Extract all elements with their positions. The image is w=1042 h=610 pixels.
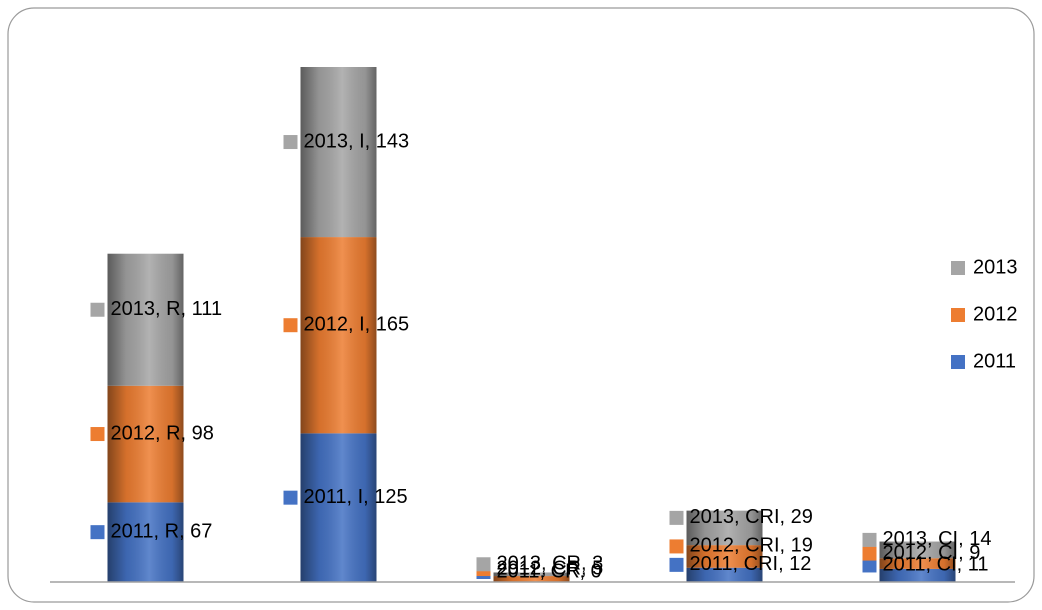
chart-frame — [7, 7, 1035, 603]
legend-label: 2011 — [973, 350, 1016, 372]
label-marker — [90, 302, 105, 317]
bar-shade — [686, 545, 763, 568]
data-label: 2011, CR, 0 — [497, 560, 602, 582]
bar-shade — [493, 576, 570, 582]
data-label: 2011, CRI, 12 — [690, 553, 812, 575]
label-marker — [283, 318, 298, 333]
legend: 2011 2012 2013 — [951, 256, 1018, 372]
data-labels: 2011, R, 67 2012, R, 98 2013, R, 111 2011, … — [90, 130, 992, 582]
bar-shade — [879, 568, 956, 582]
bar-shade — [300, 237, 377, 434]
data-label: 2011, CI, 11 — [883, 554, 989, 576]
legend-marker — [951, 308, 965, 322]
legend-label: 2012 — [973, 303, 1018, 325]
data-label: 2012, CI, 9 — [883, 542, 981, 564]
bar-shade — [493, 572, 570, 577]
label-marker — [669, 510, 684, 525]
data-label: 2013, I, 143 — [304, 130, 410, 152]
legend-label: 2013 — [973, 256, 1018, 278]
label-marker — [862, 532, 877, 547]
data-label: 2012, R, 98 — [111, 422, 214, 444]
label-marker — [90, 525, 105, 540]
label-marker — [283, 490, 298, 505]
data-label: 2011, I, 125 — [304, 486, 408, 508]
data-label: 2011, R, 67 — [111, 520, 213, 542]
legend-marker — [951, 355, 965, 369]
label-marker — [283, 135, 298, 150]
data-label: 2013, R, 111 — [111, 298, 223, 320]
data-label: 2012, CRI, 19 — [690, 535, 813, 557]
label-marker — [669, 557, 684, 572]
data-label: 2013, CI, 14 — [883, 528, 992, 550]
bar-shade — [107, 502, 184, 582]
data-label: 2012, CR, 5 — [497, 557, 604, 579]
bar-shade — [300, 433, 377, 582]
bar-shade — [686, 567, 763, 582]
bar-shade — [107, 253, 184, 386]
label-marker — [862, 546, 877, 561]
bar-shade — [300, 67, 377, 238]
label-marker — [669, 539, 684, 554]
bar-shade — [879, 541, 956, 559]
label-marker — [862, 558, 877, 573]
label-marker — [90, 427, 105, 442]
data-label: 2012, I, 165 — [304, 313, 410, 335]
bar-shade — [107, 385, 184, 503]
bar-shade — [686, 510, 763, 546]
data-label: 2013, CR, 3 — [497, 553, 604, 575]
data-label: 2013, CRI, 29 — [690, 506, 813, 528]
plot-area — [107, 67, 956, 582]
bar-shade — [879, 558, 956, 569]
legend-marker — [951, 261, 965, 275]
label-marker — [476, 557, 491, 572]
